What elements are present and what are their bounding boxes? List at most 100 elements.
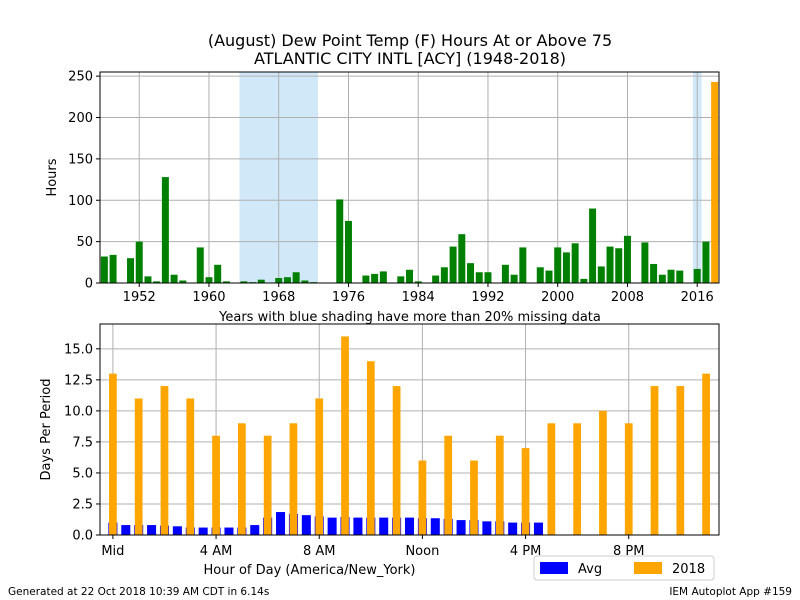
top-x-tick-label: 1984 <box>402 290 435 305</box>
avg-bar <box>508 522 518 535</box>
year-bar <box>467 263 475 283</box>
year-bar <box>109 254 117 283</box>
year-bar <box>589 208 597 283</box>
avg-bar <box>456 520 466 535</box>
bottom-y-tick-label: 2.5 <box>72 497 93 512</box>
current-year-hour-bar <box>547 423 556 535</box>
current-year-hour-bar <box>341 336 349 535</box>
avg-bar <box>301 515 311 535</box>
generated-footer: Generated at 22 Oct 2018 10:39 AM CDT in… <box>8 586 269 598</box>
top-x-tick-label: 1976 <box>332 290 365 305</box>
avg-bar <box>327 517 337 535</box>
current-year-hour-bar <box>392 386 401 535</box>
chart-title-line1: (August) Dew Point Temp (F) Hours At or … <box>208 31 612 50</box>
year-bar <box>667 269 675 283</box>
year-bar <box>205 277 213 283</box>
year-bar <box>100 256 108 283</box>
year-bar <box>615 248 623 283</box>
current-year-hour-bar <box>444 435 453 535</box>
top-y-tick-label: 250 <box>68 70 93 85</box>
year-bar <box>693 268 701 283</box>
year-bar <box>127 258 135 283</box>
year-bar <box>458 234 466 283</box>
year-bar <box>196 247 204 283</box>
bottom-y-tick-label: 10.0 <box>64 404 93 419</box>
current-year-hour-bar <box>237 423 246 535</box>
top-y-tick-label: 0 <box>85 277 93 292</box>
current-year-hour-bar <box>134 398 143 535</box>
year-bar <box>153 281 161 283</box>
year-bar <box>283 277 291 283</box>
current-year-hour-bar <box>676 386 685 535</box>
bottom-y-tick-label: 5.0 <box>72 466 93 481</box>
year-bar <box>371 273 379 283</box>
current-year-hour-bar <box>289 423 298 535</box>
top-y-tick-label: 100 <box>68 194 93 209</box>
avg-bar <box>404 517 415 535</box>
legend-swatch-avg <box>540 562 568 574</box>
bottom-y-tick-label: 7.5 <box>72 435 93 450</box>
year-bar <box>275 278 283 283</box>
legend-label-2018: 2018 <box>672 562 705 577</box>
top-x-tick-label: 1968 <box>262 290 295 305</box>
bottom-x-tick-label: Mid <box>101 544 124 559</box>
current-year-hour-bar <box>186 398 195 535</box>
legend-swatch-2018 <box>634 562 662 574</box>
avg-bar <box>353 517 363 535</box>
avg-bar <box>147 525 157 535</box>
avg-bar <box>533 522 543 535</box>
year-bar <box>562 252 570 283</box>
year-bar <box>597 266 605 283</box>
year-bar <box>658 274 666 283</box>
current-year-hour-bar <box>315 398 324 535</box>
year-bar <box>257 279 265 283</box>
hourly-days-chart: Mid 4 AM 8 AM Noon 4 PM 8 PM 0.0 2.5 5.0 7.5 10.0 1… <box>39 323 720 581</box>
year-bar <box>301 280 309 283</box>
year-bar <box>580 278 588 283</box>
current-year-hour-bar <box>212 435 220 535</box>
year-bar <box>222 281 230 283</box>
current-year-hour-bar <box>573 423 582 535</box>
current-year-hour-bar <box>160 386 169 535</box>
legend-frame <box>533 555 715 581</box>
top-axes-frame <box>99 71 720 284</box>
avg-bar <box>224 527 234 535</box>
year-bar <box>432 275 440 283</box>
current-year-hour-bar <box>263 435 272 535</box>
current-year-hour-bar <box>624 423 633 535</box>
year-bar <box>676 270 684 283</box>
year-bar <box>440 267 448 283</box>
year-bar <box>449 246 457 283</box>
year-bar <box>135 241 143 283</box>
bottom-x-axis-label: Hour of Day (America/New_York) <box>204 563 416 578</box>
current-year-hour-bar <box>495 435 504 535</box>
year-bar <box>406 269 413 283</box>
year-bar <box>161 177 169 283</box>
current-year-hour-bar <box>702 373 710 535</box>
bottom-axes-frame <box>99 323 720 536</box>
year-bar <box>650 263 658 283</box>
year-bar <box>519 247 527 283</box>
app-footer: IEM Autoplot App #159 <box>669 586 792 598</box>
year-bar <box>292 272 300 283</box>
top-x-tick-label: 1952 <box>123 290 156 305</box>
current-year-hour-bar <box>650 386 659 535</box>
top-y-tick-label: 50 <box>76 235 93 250</box>
year-bar <box>606 246 614 283</box>
year-bar <box>623 235 631 283</box>
year-bar <box>414 281 422 283</box>
year-bar <box>397 276 405 283</box>
top-x-tick-label: 2016 <box>681 290 714 305</box>
avg-bar <box>276 512 286 535</box>
year-bar <box>484 272 492 283</box>
year-bar <box>501 264 509 283</box>
current-year-bar <box>711 81 719 283</box>
top-x-tick-label: 2000 <box>541 290 574 305</box>
year-bar <box>536 267 544 283</box>
year-bar <box>144 276 152 283</box>
bottom-y-tick-label: 0.0 <box>72 529 93 544</box>
bottom-y-tick-label: 12.5 <box>64 373 93 388</box>
year-bar <box>475 272 483 283</box>
bottom-x-tick-label: 4 PM <box>510 544 541 559</box>
year-bar <box>554 247 562 283</box>
